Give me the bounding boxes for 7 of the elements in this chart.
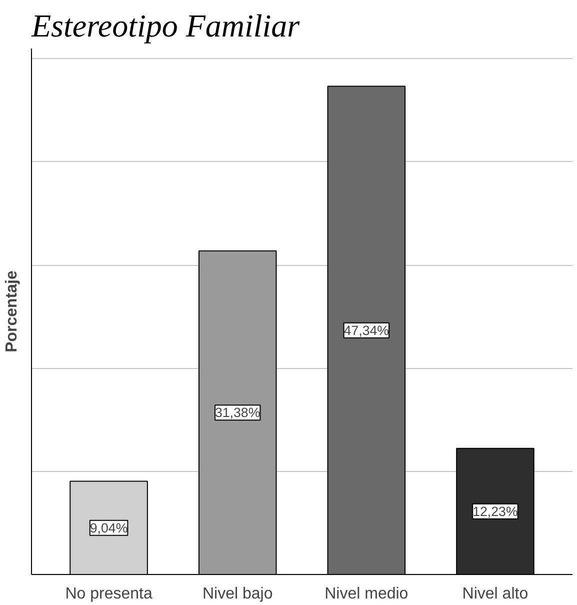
chart-title: Estereotipo Familiar xyxy=(30,8,300,44)
data-label: 12,23% xyxy=(472,504,518,519)
x-tick-label: Nivel bajo xyxy=(202,586,273,602)
y-axis-title: Porcentaje xyxy=(4,270,20,352)
x-tick-label: Nivel alto xyxy=(462,586,528,602)
x-tick-label: Nivel medio xyxy=(324,586,408,602)
x-tick-label: No presenta xyxy=(65,586,152,602)
